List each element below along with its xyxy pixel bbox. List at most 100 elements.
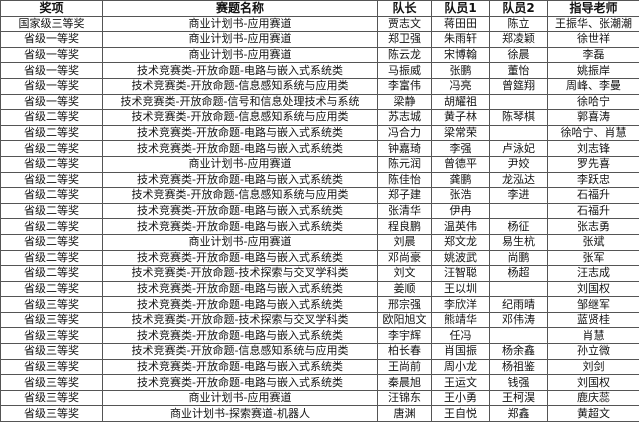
- member1-cell: 蒋田田: [431, 15, 490, 33]
- award-cell: 省级三等奖: [0, 296, 103, 313]
- header-title: 赛题名称: [102, 0, 378, 17]
- member1-cell: 郑文龙: [431, 233, 490, 251]
- member1-cell: 张浩: [431, 187, 490, 204]
- table-row: 省级三等奖 技术竞赛类-开放命题-电路与嵌入式系统类 邢宗强 李欣洋 纪雨晴 邹继军: [0, 296, 639, 313]
- advisor-cell: 邹继军: [547, 296, 639, 313]
- member2-cell: [489, 280, 548, 298]
- captain-cell: 李宇辉: [377, 327, 432, 345]
- member1-cell: 王自悦: [431, 405, 490, 422]
- member2-cell: 徐晨: [489, 46, 548, 64]
- member2-cell: 杨征: [489, 218, 548, 235]
- member2-cell: 王柯淏: [489, 389, 548, 407]
- advisor-cell: 张志勇: [547, 218, 639, 235]
- header-member2: 队员2: [489, 0, 548, 17]
- table-row: 省级一等奖 技术竞赛类-开放命题-信息感知系统与应用类 李富伟 冯亮 曾筵翔 周峰、李曼: [0, 77, 639, 95]
- captain-cell: 梁静: [377, 93, 432, 111]
- advisor-cell: 刘剑: [547, 358, 639, 376]
- title-cell: 商业计划书-探索赛道-机器人: [102, 405, 378, 422]
- table-row: 省级一等奖 技术竞赛类-开放命题-信号和信息处理技术与系统 梁静 胡耀祖 徐哈宁: [0, 93, 639, 111]
- captain-cell: 陈云龙: [377, 46, 432, 64]
- title-cell: 技术竞赛类-开放命题-电路与嵌入式系统类: [102, 218, 378, 235]
- title-cell: 商业计划书-应用赛道: [102, 15, 378, 33]
- title-cell: 技术竞赛类-开放命题-信息感知系统与应用类: [102, 109, 378, 126]
- table-row: 省级三等奖 技术竞赛类-开放命题-电路与嵌入式系统类 李宇辉 任冯 肖慧: [0, 327, 639, 345]
- member1-cell: 曾德平: [431, 155, 490, 173]
- title-cell: 技术竞赛类-开放命题-技术探索与交叉学科类: [102, 265, 378, 282]
- title-cell: 商业计划书-应用赛道: [102, 31, 378, 48]
- award-cell: 省级一等奖: [0, 31, 103, 48]
- award-cell: 省级三等奖: [0, 358, 103, 376]
- advisor-cell: 周峰、李曼: [547, 77, 639, 95]
- advisor-cell: 罗先喜: [547, 155, 639, 173]
- member1-cell: 王运文: [431, 374, 490, 391]
- award-cell: 省级一等奖: [0, 46, 103, 64]
- title-cell: 商业计划书-应用赛道: [102, 233, 378, 251]
- table-row: 省级一等奖 商业计划书-应用赛道 郑卫强 朱雨轩 郑凌颖 徐世祥: [0, 31, 639, 48]
- award-cell: 省级二等奖: [0, 280, 103, 298]
- member2-cell: 钱强: [489, 374, 548, 391]
- award-cell: 省级三等奖: [0, 343, 103, 360]
- member1-cell: 黄子林: [431, 109, 490, 126]
- title-cell: 技术竞赛类-开放命题-信息感知系统与应用类: [102, 343, 378, 360]
- member2-cell: 纪雨晴: [489, 296, 548, 313]
- award-cell: 省级二等奖: [0, 187, 103, 204]
- award-cell: 省级二等奖: [0, 124, 103, 142]
- header-captain: 队长: [377, 0, 432, 17]
- table-row: 省级二等奖 技术竞赛类-开放命题-信息感知系统与应用类 苏志城 黄子林 陈琴棋 郭喜涛: [0, 109, 639, 126]
- member2-cell: 杨祖鉴: [489, 358, 548, 376]
- member1-cell: 龚鹏: [431, 171, 490, 189]
- captain-cell: 邓尚豪: [377, 249, 432, 267]
- captain-cell: 刘晨: [377, 233, 432, 251]
- advisor-cell: 肖慧: [547, 327, 639, 345]
- advisor-cell: 李磊: [547, 46, 639, 64]
- award-cell: 省级二等奖: [0, 202, 103, 220]
- member1-cell: 李欣洋: [431, 296, 490, 313]
- title-cell: 技术竞赛类-开放命题-电路与嵌入式系统类: [102, 280, 378, 298]
- advisor-cell: 蓝贤桂: [547, 311, 639, 329]
- member1-cell: 温英伟: [431, 218, 490, 235]
- title-cell: 技术竞赛类-开放命题-电路与嵌入式系统类: [102, 124, 378, 142]
- member1-cell: 梁常荣: [431, 124, 490, 142]
- advisor-cell: 张斌: [547, 233, 639, 251]
- advisor-cell: 徐哈宁、肖慧: [547, 124, 639, 142]
- advisor-cell: 郭喜涛: [547, 109, 639, 126]
- award-cell: 省级一等奖: [0, 62, 103, 79]
- member2-cell: 陈立: [489, 15, 548, 33]
- captain-cell: 马振威: [377, 62, 432, 79]
- award-cell: 省级三等奖: [0, 311, 103, 329]
- captain-cell: 陈佳怡: [377, 171, 432, 189]
- advisor-cell: 李跃忠: [547, 171, 639, 189]
- table-row: 省级二等奖 技术竞赛类-开放命题-电路与嵌入式系统类 程良鹏 温英伟 杨征 张志勇: [0, 218, 639, 235]
- captain-cell: 欧阳旭文: [377, 311, 432, 329]
- captain-cell: 钟嘉琦: [377, 140, 432, 157]
- table-row: 省级二等奖 技术竞赛类-开放命题-电路与嵌入式系统类 冯合力 梁常荣 徐哈宁、肖慧: [0, 124, 639, 142]
- award-cell: 省级三等奖: [0, 389, 103, 407]
- table-row: 省级三等奖 技术竞赛类-开放命题-电路与嵌入式系统类 秦晨旭 王运文 钱强 刘国权: [0, 374, 639, 391]
- member1-cell: 任冯: [431, 327, 490, 345]
- member1-cell: 肖国振: [431, 343, 490, 360]
- advisor-cell: 刘志锋: [547, 140, 639, 157]
- header-advisor: 指导老师: [547, 0, 639, 17]
- member2-cell: 易生杭: [489, 233, 548, 251]
- title-cell: 技术竞赛类-开放命题-电路与嵌入式系统类: [102, 296, 378, 313]
- table-row: 省级二等奖 技术竞赛类-开放命题-技术探索与交叉学科类 刘文 汪智聪 杨超 汪志成: [0, 265, 639, 282]
- member1-cell: 宋博翰: [431, 46, 490, 64]
- advisor-cell: 汪志成: [547, 265, 639, 282]
- member1-cell: 熊靖华: [431, 311, 490, 329]
- member1-cell: 王以圳: [431, 280, 490, 298]
- member1-cell: 张鹏: [431, 62, 490, 79]
- captain-cell: 郑卫强: [377, 31, 432, 48]
- table-row: 省级三等奖 技术竞赛类-开放命题-信息感知系统与应用类 柏长春 肖国振 杨余鑫 孙立微: [0, 343, 639, 360]
- award-cell: 省级二等奖: [0, 171, 103, 189]
- advisor-cell: 徐世祥: [547, 31, 639, 48]
- captain-cell: 李富伟: [377, 77, 432, 95]
- member2-cell: [489, 124, 548, 142]
- member2-cell: [489, 202, 548, 220]
- captain-cell: 秦晨旭: [377, 374, 432, 391]
- table-row: 省级二等奖 商业计划书-应用赛道 刘晨 郑文龙 易生杭 张斌: [0, 233, 639, 251]
- captain-cell: 汪锦东: [377, 389, 432, 407]
- table-row: 省级二等奖 技术竞赛类-开放命题-电路与嵌入式系统类 张清华 伊冉 石福升: [0, 202, 639, 220]
- member2-cell: 尹姣: [489, 155, 548, 173]
- award-cell: 省级三等奖: [0, 327, 103, 345]
- table-row: 省级二等奖 技术竞赛类-开放命题-信息感知系统与应用类 郑子建 张浩 李进 石福升: [0, 187, 639, 204]
